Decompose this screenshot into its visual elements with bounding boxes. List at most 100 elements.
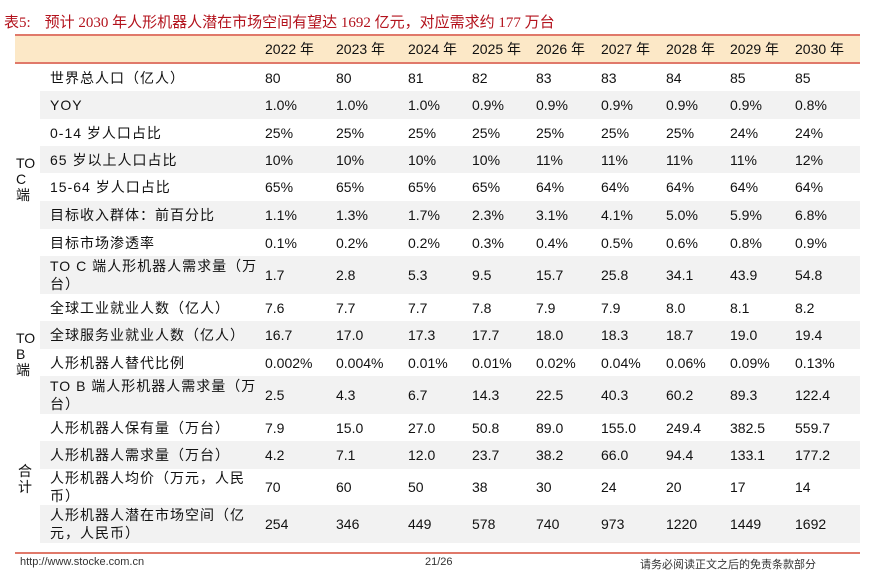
cell-value: 85: [795, 69, 811, 86]
column-header: 2025 年: [472, 41, 522, 57]
cell-value: 64%: [601, 179, 630, 195]
cell-value: 25%: [601, 124, 630, 141]
cell-value: 84: [666, 69, 682, 86]
cell-value: 11%: [601, 146, 666, 173]
cell-value: 5.3: [408, 256, 472, 294]
cell-value: 64%: [666, 179, 695, 195]
table-row: 人形机器人潜在市场空间（亿元，人民币） 254 346 449 578 740 973 122…: [15, 505, 860, 543]
column-header: 2024 年: [408, 41, 458, 57]
cell-value: 18.7: [666, 321, 730, 349]
table-row: 目标市场渗透率 0.1% 0.2% 0.2% 0.3% 0.4% 0.5% 0.6% 0.8% 0…: [15, 229, 860, 256]
cell-value: 346: [336, 505, 408, 543]
cell-value: 7.7: [336, 299, 356, 316]
table-row: 65 岁以上人口占比 10% 10% 10% 10% 11% 11% 11% 11% 12%: [15, 146, 860, 173]
cell-value: 40.3: [601, 376, 666, 414]
cell-value: 7.7: [408, 299, 428, 316]
cell-value: 14.3: [472, 376, 536, 414]
cell-value: 17: [730, 479, 746, 495]
cell-value: 0.09%: [730, 354, 770, 371]
cell-value: 0.3%: [472, 234, 504, 251]
cell-value: 0.01%: [408, 354, 448, 371]
cell-value: 1692: [795, 505, 860, 543]
cell-value: 1449: [730, 505, 795, 543]
cell-value: 60: [336, 479, 352, 495]
cell-value: 70: [265, 479, 281, 495]
cell-value: 0.8%: [730, 234, 762, 251]
cell-value: 122.4: [795, 376, 860, 414]
cell-value: 19.4: [795, 321, 860, 349]
footer-rule: [15, 552, 860, 554]
cell-value: 1.3%: [336, 201, 408, 229]
cell-value: 30: [536, 479, 552, 495]
cell-value: 25%: [472, 124, 501, 141]
cell-value: 7.9: [601, 299, 621, 316]
table-row: YOY 1.0% 1.0% 1.0% 0.9% 0.9% 0.9% 0.9% 0.9% 0.8%: [15, 91, 860, 119]
table-row: 人形机器人均价（万元，人民币） 70 60 50 38 30 24 20 17 14: [15, 469, 860, 505]
cell-value: 740: [536, 505, 601, 543]
cell-value: 25%: [408, 124, 437, 141]
table-row: 合计 人形机器人保有量（万台） 7.9 15.0 27.0 50.8 89.0 155.0 24…: [15, 414, 860, 543]
row-label: 15-64 岁人口占比: [50, 179, 171, 195]
cell-value: 10%: [265, 146, 336, 173]
cell-value: 7.6: [265, 299, 285, 316]
cell-value: 449: [408, 505, 472, 543]
cell-value: 4.3: [336, 376, 408, 414]
cell-value: 17.3: [408, 321, 472, 349]
cell-value: 8.0: [666, 299, 686, 316]
table-row: TO B 端全球工业就业人数（亿人） 7.6 7.7 7.7 7.8 7.9 7.9 8.0 8…: [15, 294, 860, 414]
cell-value: 18.0: [536, 321, 601, 349]
cell-value: 0.004%: [336, 354, 384, 371]
data-table: 2022 年 2023 年 2024 年 2025 年 2026 年 2027 年 2028…: [15, 34, 860, 543]
cell-value: 15.7: [536, 256, 601, 294]
cell-value: 25%: [666, 124, 695, 141]
cell-value: 4.2: [265, 441, 336, 469]
cell-value: 2.8: [336, 256, 408, 294]
cell-value: 382.5: [730, 419, 766, 436]
cell-value: 0.06%: [666, 354, 706, 371]
row-label: 65 岁以上人口占比: [40, 146, 265, 173]
cell-value: 7.8: [472, 299, 492, 316]
cell-value: 83: [601, 69, 617, 86]
cell-value: 24%: [730, 124, 759, 141]
row-label: YOY: [40, 91, 265, 119]
row-label: 世界总人口（亿人）: [50, 69, 185, 86]
cell-value: 18.3: [601, 321, 666, 349]
cell-value: 85: [730, 69, 746, 86]
table-row: TO C 端世界总人口（亿人） 80 80 81 82 83 83 84 85 85: [15, 63, 860, 294]
cell-value: 1.1%: [265, 201, 336, 229]
cell-value: 0.002%: [265, 354, 313, 371]
cell-value: 64%: [795, 179, 824, 195]
cell-value: 254: [265, 505, 336, 543]
cell-value: 15.0: [336, 419, 364, 436]
row-label: 全球服务业就业人数（亿人）: [40, 321, 265, 349]
cell-value: 249.4: [666, 419, 702, 436]
cell-value: 38: [472, 479, 488, 495]
row-label: 全球工业就业人数（亿人）: [50, 299, 230, 316]
cell-value: 0.9%: [472, 91, 536, 119]
cell-value: 8.1: [730, 299, 750, 316]
cell-value: 0.9%: [795, 234, 827, 251]
cell-value: 54.8: [795, 256, 860, 294]
cell-value: 2.3%: [472, 201, 536, 229]
cell-value: 94.4: [666, 441, 730, 469]
cell-value: 0.5%: [601, 234, 633, 251]
group-label-total: 合计: [15, 414, 40, 543]
cell-value: 25%: [265, 124, 294, 141]
footer-url[interactable]: http://www.stocke.com.cn: [20, 556, 145, 568]
cell-value: 6.7: [408, 376, 472, 414]
column-header: 2023 年: [336, 41, 386, 57]
cell-value: 4.1%: [601, 201, 666, 229]
row-label: 人形机器人保有量（万台）: [50, 419, 230, 436]
cell-value: 20: [666, 479, 682, 495]
cell-value: 0.8%: [795, 91, 860, 119]
cell-value: 23.7: [472, 441, 536, 469]
cell-value: 64%: [730, 179, 759, 195]
cell-value: 65%: [408, 179, 437, 195]
cell-value: 83: [536, 69, 552, 86]
cell-value: 5.0%: [666, 201, 730, 229]
group-label-toc: TO C 端: [15, 63, 40, 294]
cell-value: 1.0%: [408, 91, 472, 119]
cell-value: 89.0: [536, 419, 564, 436]
cell-value: 65%: [336, 179, 365, 195]
cell-value: 17.7: [472, 321, 536, 349]
